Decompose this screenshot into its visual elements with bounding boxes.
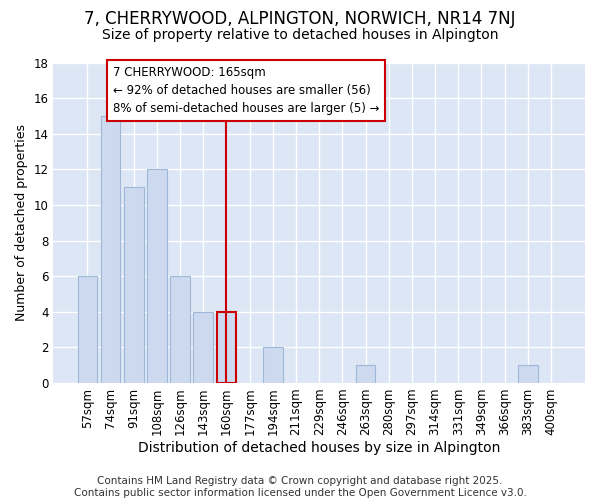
- Bar: [147, 170, 167, 383]
- Y-axis label: Number of detached properties: Number of detached properties: [15, 124, 28, 321]
- Bar: [193, 312, 213, 383]
- X-axis label: Distribution of detached houses by size in Alpington: Distribution of detached houses by size …: [138, 441, 500, 455]
- Text: Contains HM Land Registry data © Crown copyright and database right 2025.
Contai: Contains HM Land Registry data © Crown c…: [74, 476, 526, 498]
- Text: Size of property relative to detached houses in Alpington: Size of property relative to detached ho…: [102, 28, 498, 42]
- Bar: [77, 276, 97, 383]
- Bar: [356, 365, 376, 383]
- Bar: [101, 116, 121, 383]
- Text: 7, CHERRYWOOD, ALPINGTON, NORWICH, NR14 7NJ: 7, CHERRYWOOD, ALPINGTON, NORWICH, NR14 …: [84, 10, 516, 28]
- Bar: [124, 187, 143, 383]
- Bar: [217, 312, 236, 383]
- Bar: [170, 276, 190, 383]
- Text: 7 CHERRYWOOD: 165sqm
← 92% of detached houses are smaller (56)
8% of semi-detach: 7 CHERRYWOOD: 165sqm ← 92% of detached h…: [113, 66, 379, 115]
- Bar: [263, 348, 283, 383]
- Bar: [518, 365, 538, 383]
